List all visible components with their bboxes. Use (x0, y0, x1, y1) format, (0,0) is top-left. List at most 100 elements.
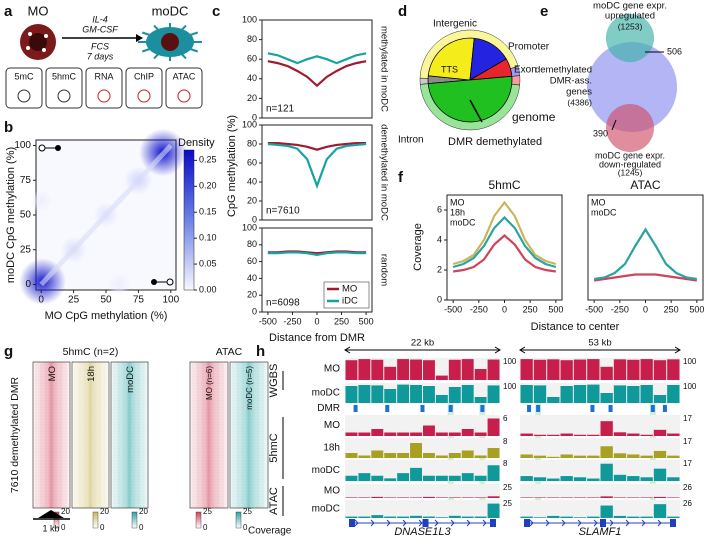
signal-bar (600, 446, 613, 458)
gene-strand (609, 519, 614, 527)
signal-bar (587, 384, 600, 403)
signal-bar (384, 497, 397, 498)
plot-frame (587, 194, 704, 301)
ring-label: genome (512, 110, 556, 124)
track-name: MO (324, 486, 340, 497)
track-bg (520, 415, 680, 436)
signal-bar (358, 432, 371, 436)
category-label: Intron (398, 135, 424, 146)
cell-label: MO (28, 3, 49, 18)
series-line (267, 141, 367, 151)
signal-bar (560, 386, 573, 403)
category-label: Exon (514, 65, 537, 76)
group-label: ATAC (268, 487, 280, 515)
set-label: demethylated (535, 65, 592, 76)
arrow (136, 34, 143, 42)
overlap-count: 390 (593, 128, 608, 138)
signal-bar (613, 385, 627, 403)
y-tick-label: 50 (20, 210, 32, 221)
diagonal (39, 143, 173, 287)
scale-triangle (38, 510, 64, 518)
track-scale: 17 (683, 414, 692, 423)
assay-label: RNA (94, 71, 113, 81)
signal-bar (667, 433, 680, 436)
gene-strand (354, 519, 359, 527)
signal-bar (667, 516, 680, 518)
x-tick-label: -500 (444, 304, 462, 314)
track-scale: 17 (683, 437, 692, 446)
gene-name: DNASE1L3 (394, 526, 451, 537)
signal-bar (533, 359, 547, 380)
signal-bar (533, 477, 547, 481)
y-tick-label: 20 (247, 93, 257, 103)
column-label: moDC (n=5) (245, 366, 254, 410)
colorbar (235, 511, 242, 529)
signal-bar (448, 359, 461, 380)
signal-bar (587, 455, 600, 458)
venn-circle (605, 13, 655, 63)
track-bg (520, 358, 680, 380)
y-tick-label: 100 (242, 14, 257, 24)
signal-bar (461, 359, 474, 380)
assay-icon (97, 89, 111, 103)
signal-bar (560, 516, 573, 518)
column-label: MO (47, 366, 58, 381)
signal-bar (435, 497, 448, 498)
signal-bar (474, 397, 487, 403)
gene-exon (600, 519, 606, 527)
x-tick-label: 0 (38, 295, 44, 306)
plot-frame (261, 124, 373, 221)
signal-bar (520, 516, 533, 518)
x-tick-label: -500 (259, 316, 277, 326)
set-label: DMR-ass. (550, 76, 592, 87)
signal-bar (533, 497, 547, 498)
dmr-mark (608, 405, 613, 412)
heatmap-column (32, 361, 71, 509)
ring-slice (511, 75, 521, 86)
track-bg (345, 358, 500, 380)
signal-bar (435, 375, 448, 380)
signal-bar (371, 385, 384, 403)
signal-bar (653, 429, 667, 436)
signal-bar (627, 476, 640, 481)
dmr-mark (527, 405, 532, 412)
venn-circle (586, 41, 678, 133)
y-tick-label: 80 (247, 239, 257, 249)
dmr-mark (448, 405, 453, 412)
signal-bar (371, 450, 384, 458)
signal-bar (613, 432, 627, 436)
x-tick-label: 0 (643, 304, 648, 314)
group-label: WGBS (268, 364, 280, 398)
signal-bar (474, 475, 487, 481)
series-line (267, 52, 367, 65)
series-line (267, 251, 367, 256)
panel-label: e (540, 3, 548, 20)
legend-label: MO (342, 284, 357, 295)
track-bg (520, 484, 680, 498)
signal-bar (640, 455, 653, 458)
signal-bar (627, 433, 640, 436)
signal-bar (410, 443, 422, 458)
signal-bar (547, 515, 560, 518)
colorbar-tick-label: 0 (243, 523, 248, 532)
y-tick-label: 60 (247, 54, 257, 64)
cell-label: moDC (152, 3, 189, 18)
track-scale: 26 (683, 499, 692, 508)
assay-label: ChIP (134, 71, 154, 81)
x-axis-label: Distance to center (531, 321, 620, 333)
signal-bar (520, 359, 533, 380)
legend-label: iDC (342, 296, 358, 307)
locus-length: 22 kb (411, 338, 434, 349)
track-bg (520, 383, 680, 403)
signal-bar (487, 496, 500, 498)
signal-bar (345, 360, 358, 380)
signal-bar (487, 465, 500, 481)
dmr-mark (385, 405, 390, 412)
legend-label: MO (591, 197, 606, 207)
y-tick-label: 25 (20, 244, 32, 255)
signal-bar (640, 385, 653, 403)
signal-bar (384, 453, 397, 458)
signal-bar (423, 516, 435, 518)
density-spot (107, 273, 131, 296)
